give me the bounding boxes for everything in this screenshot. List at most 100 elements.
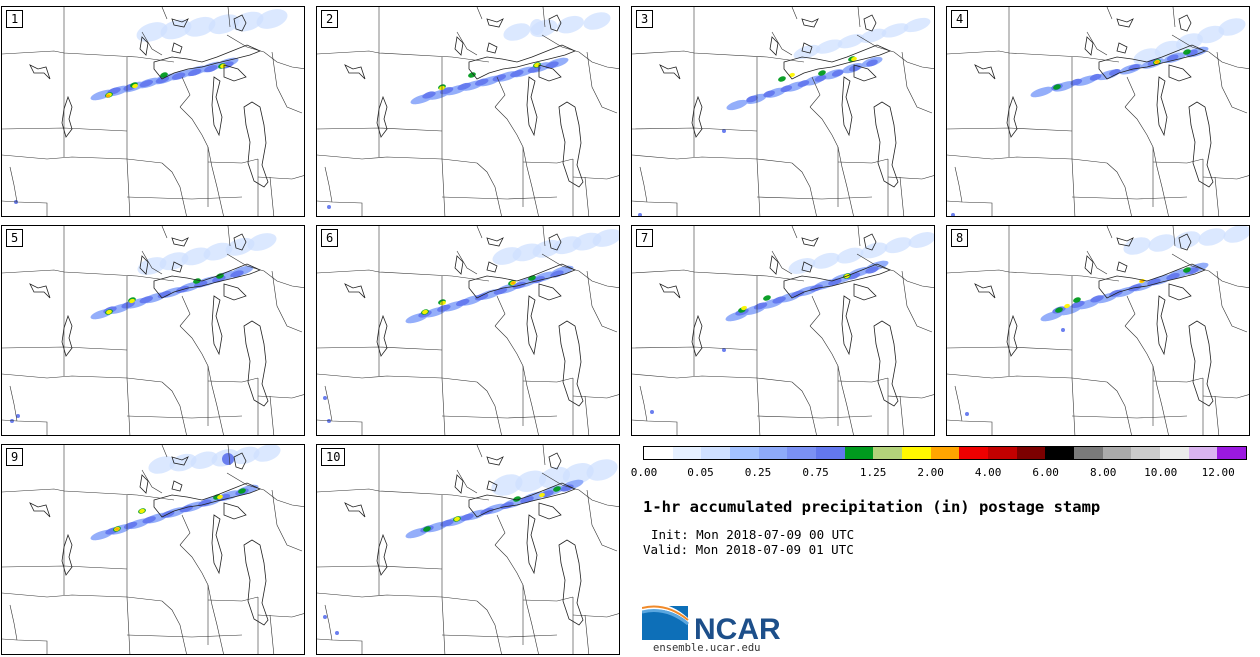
state-border bbox=[584, 614, 590, 654]
coastline bbox=[376, 314, 388, 357]
coastline bbox=[873, 101, 899, 188]
precip-cell bbox=[440, 519, 454, 527]
state-border bbox=[161, 381, 187, 435]
state-border bbox=[791, 381, 817, 435]
colorbar-tick-label: 10.00 bbox=[1144, 466, 1178, 479]
state-border bbox=[9, 385, 18, 422]
precip-cell bbox=[457, 82, 471, 91]
ncar-logo-icon: NCAR bbox=[642, 603, 781, 644]
colorbar-swatch bbox=[844, 447, 874, 459]
precip-cell bbox=[592, 229, 619, 247]
state-border bbox=[179, 295, 191, 327]
precip-cell bbox=[335, 631, 339, 635]
coastline bbox=[526, 295, 538, 356]
precip-cell bbox=[780, 85, 793, 93]
precip-cell bbox=[203, 242, 233, 261]
state-border bbox=[317, 488, 490, 501]
coastline bbox=[538, 502, 562, 520]
state-border bbox=[522, 158, 574, 164]
coastline bbox=[223, 502, 247, 520]
precip-cell bbox=[726, 99, 748, 111]
precip-cell bbox=[797, 80, 810, 87]
state-border bbox=[1172, 226, 1176, 247]
precip-cell bbox=[139, 296, 154, 304]
precip-cell bbox=[422, 309, 428, 315]
precip-cell bbox=[1089, 73, 1102, 81]
precip-cell bbox=[230, 270, 244, 278]
colorbar-swatch bbox=[1217, 447, 1247, 459]
state-border bbox=[632, 269, 805, 282]
coastline bbox=[548, 452, 562, 470]
state-border bbox=[179, 76, 191, 108]
coastline bbox=[783, 44, 892, 80]
state-border bbox=[756, 415, 873, 419]
coastline bbox=[691, 314, 703, 357]
ensemble-member-panel: 5 bbox=[1, 225, 305, 436]
state-border bbox=[2, 50, 175, 63]
state-border bbox=[126, 276, 131, 435]
precip-cell bbox=[851, 56, 857, 62]
precip-cell bbox=[788, 258, 816, 274]
precip-cell bbox=[142, 516, 156, 524]
colorbar-swatch bbox=[1160, 447, 1189, 459]
state-border bbox=[141, 31, 163, 56]
state-border bbox=[899, 176, 905, 216]
coastline bbox=[486, 18, 504, 28]
state-border bbox=[271, 270, 303, 333]
coastline bbox=[153, 482, 262, 518]
precip-map bbox=[632, 7, 934, 216]
state-border bbox=[584, 395, 590, 435]
precip-cell bbox=[903, 17, 931, 33]
member-label: 9 bbox=[6, 448, 24, 466]
precip-cell bbox=[238, 488, 246, 494]
coastline bbox=[153, 44, 262, 80]
state-border bbox=[1071, 196, 1188, 200]
state-border bbox=[257, 175, 304, 180]
colorbar-tick-label: 1.25 bbox=[859, 466, 887, 479]
precip-cell bbox=[423, 526, 431, 532]
state-border bbox=[1106, 381, 1132, 435]
precip-cell bbox=[1173, 231, 1201, 249]
precip-cell bbox=[1155, 60, 1159, 64]
ensemble-member-panel: 6 bbox=[316, 225, 620, 436]
state-border bbox=[494, 514, 506, 546]
precip-cell bbox=[772, 296, 786, 304]
figure-title: 1-hr accumulated precipitation (in) post… bbox=[643, 498, 1101, 516]
state-border bbox=[632, 154, 793, 164]
precip-cell bbox=[818, 70, 826, 76]
coastline bbox=[1156, 295, 1168, 356]
precip-cell bbox=[503, 23, 531, 41]
precip-cell bbox=[1147, 278, 1161, 286]
colorbar-swatch bbox=[930, 447, 960, 459]
ensemble-member-panel: 4 bbox=[946, 6, 1250, 217]
coastline bbox=[659, 283, 681, 299]
state-border bbox=[126, 57, 131, 216]
colorbar-tick-label: 0.00 bbox=[630, 466, 658, 479]
colorbar-swatch bbox=[644, 447, 673, 459]
state-border bbox=[2, 373, 163, 383]
precip-cell bbox=[115, 527, 119, 531]
state-border bbox=[586, 270, 618, 333]
precip-cell bbox=[1030, 86, 1054, 98]
precip-cell bbox=[836, 247, 864, 264]
precip-cell bbox=[812, 252, 840, 269]
precip-cell bbox=[763, 90, 775, 98]
state-border bbox=[632, 50, 805, 63]
precip-cell bbox=[741, 305, 747, 311]
coastline bbox=[1156, 76, 1168, 137]
precip-cell bbox=[828, 278, 842, 286]
colorbar-swatch bbox=[988, 447, 1017, 459]
precip-cell bbox=[722, 129, 726, 133]
state-border bbox=[1071, 415, 1188, 419]
colorbar-swatch bbox=[730, 447, 759, 459]
precip-cell bbox=[139, 508, 145, 514]
precip-cell bbox=[1055, 307, 1063, 313]
colorbar-swatch bbox=[1131, 447, 1161, 459]
precip-cell bbox=[778, 76, 786, 82]
state-border bbox=[227, 445, 231, 466]
coastline bbox=[233, 233, 247, 251]
member-label: 5 bbox=[6, 229, 24, 247]
state-border bbox=[632, 200, 678, 216]
coastline bbox=[1006, 314, 1018, 357]
colorbar-tick-label: 2.00 bbox=[917, 466, 944, 479]
